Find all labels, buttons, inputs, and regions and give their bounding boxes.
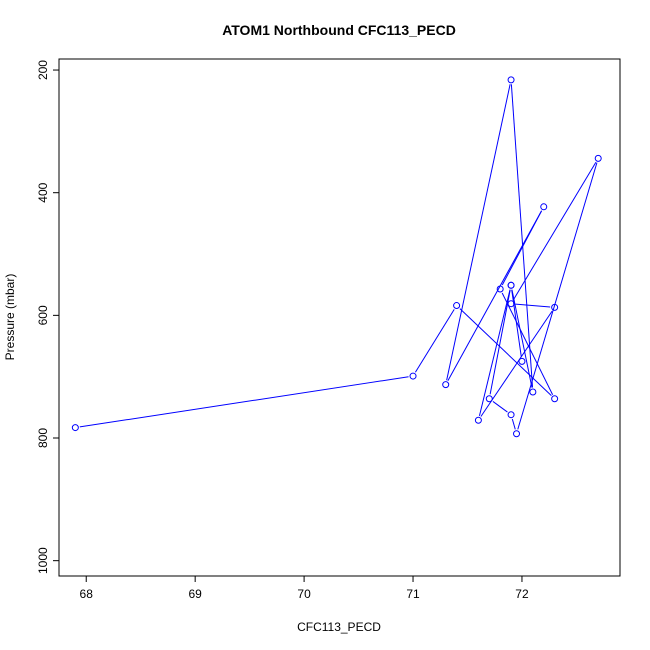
series-points <box>71 76 602 438</box>
series-segment <box>414 309 455 373</box>
data-point <box>485 395 493 403</box>
series-segment <box>511 289 522 357</box>
y-axis: 200 400 600 800 1000 <box>36 60 59 574</box>
data-point <box>513 430 521 438</box>
data-point <box>442 381 450 389</box>
series-segment <box>517 162 598 430</box>
data-point <box>71 424 79 432</box>
y-axis-label: Pressure (mbar) <box>3 274 17 361</box>
series-segment <box>510 84 534 388</box>
series-segment <box>492 401 508 413</box>
chart-title: ATOM1 Northbound CFC113_PECD <box>222 22 456 38</box>
x-tick-label: 69 <box>188 587 202 601</box>
x-tick-label: 68 <box>80 587 94 601</box>
series-segment <box>478 289 511 416</box>
data-point <box>529 388 537 396</box>
y-tick-label: 600 <box>36 305 50 325</box>
data-point <box>474 416 482 424</box>
data-point <box>507 300 515 308</box>
x-tick-label: 72 <box>515 587 529 601</box>
series-segment <box>511 418 516 430</box>
series-segment <box>501 292 554 395</box>
series-segment <box>511 289 533 388</box>
data-point <box>409 372 417 380</box>
x-tick-label: 71 <box>406 587 420 601</box>
data-point <box>551 395 559 403</box>
y-tick-label: 200 <box>36 60 50 80</box>
data-point <box>518 357 526 365</box>
x-axis-label: CFC113_PECD <box>297 620 381 634</box>
series-segment <box>489 289 511 395</box>
data-point <box>496 285 504 293</box>
y-tick-label: 1000 <box>36 547 50 574</box>
series-segment <box>79 376 409 428</box>
x-axis: 68 69 70 71 72 <box>80 576 529 601</box>
data-point <box>540 203 548 211</box>
data-point <box>594 154 602 162</box>
y-tick-label: 800 <box>36 428 50 448</box>
data-point <box>507 411 515 419</box>
data-point <box>551 303 559 311</box>
data-point <box>453 302 461 310</box>
series-segment <box>459 308 552 397</box>
data-point <box>507 76 515 84</box>
series-segment <box>447 210 543 381</box>
series-line <box>79 84 598 430</box>
series-segment <box>515 303 551 308</box>
series-segment <box>512 161 597 301</box>
series-segment <box>446 84 511 381</box>
x-tick-label: 70 <box>297 587 311 601</box>
y-tick-label: 400 <box>36 182 50 202</box>
data-point <box>507 281 515 289</box>
plot-frame <box>58 58 621 577</box>
